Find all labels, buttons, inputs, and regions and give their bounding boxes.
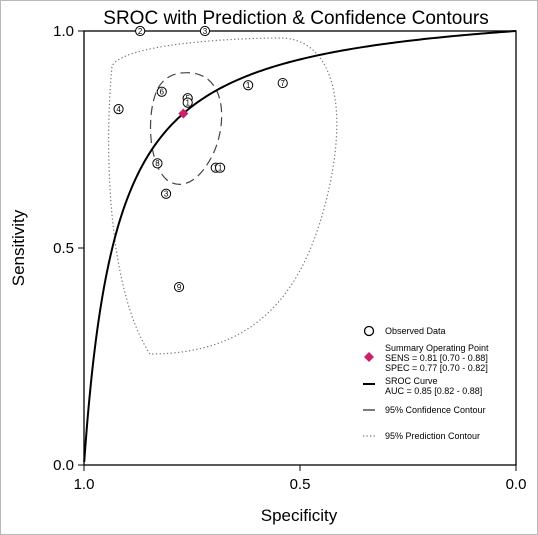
- point-marker: [160, 188, 172, 199]
- point-marker: [135, 25, 146, 37]
- summary-operating-point: [178, 108, 189, 119]
- legend-text-line: 95% Prediction Contour: [385, 431, 480, 441]
- point-label: 1: [246, 81, 251, 90]
- observed-data-point: 3: [160, 188, 172, 199]
- summary-point-diamond: [178, 108, 189, 119]
- chart-title: SROC with Prediction & Confidence Contou…: [103, 8, 488, 29]
- observed-data-point: 4: [113, 104, 124, 115]
- point-label: 1: [185, 98, 190, 107]
- observed-data-point: 2: [135, 25, 146, 37]
- point-label: 6: [160, 88, 165, 97]
- point-label: 8: [155, 159, 160, 168]
- legend-text-line: AUC = 0.85 [0.82 - 0.88]: [385, 386, 482, 396]
- observed-data-point: 3: [199, 25, 211, 37]
- x-axis-label: Specificity: [261, 506, 338, 525]
- observed-data-points: 2317465181139: [113, 25, 288, 293]
- observed-data-point: 1: [182, 97, 193, 108]
- point-marker: [199, 25, 211, 37]
- axis-ticks: 1.0 0.5 0.0 0.0 0.5 1.0: [53, 23, 526, 493]
- observed-data-point: 6: [156, 86, 167, 97]
- y-axis-label: Sensitivity: [9, 209, 28, 286]
- x-tick-label: 0.5: [290, 476, 311, 493]
- x-tick-label: 0.0: [506, 476, 527, 493]
- legend-circle-icon: [363, 325, 375, 337]
- point-label: 3: [203, 27, 208, 36]
- y-tick-label: 1.0: [53, 23, 74, 40]
- point-label: 9: [177, 283, 182, 292]
- point-marker: [243, 80, 254, 91]
- legend-text-line: SPEC = 0.77 [0.70 - 0.82]: [385, 363, 488, 373]
- point-label: 2: [138, 27, 143, 36]
- point-label: 7: [280, 79, 285, 88]
- prediction-contour: [108, 37, 338, 355]
- observed-data-point: 8: [152, 158, 163, 169]
- point-label: 3: [164, 190, 169, 199]
- point-marker: [277, 77, 288, 89]
- point-marker: [113, 104, 124, 115]
- point-label: 1: [218, 164, 223, 173]
- observed-data-point: 7: [277, 77, 288, 89]
- observed-data-point: 9: [173, 281, 185, 293]
- plot-area-border: [83, 30, 517, 466]
- legend-item-confidence: 95% Confidence Contour: [363, 405, 486, 415]
- y-tick-label: 0.0: [53, 457, 74, 474]
- legend-text-line: Summary Operating Point: [385, 343, 489, 353]
- legend-diamond-icon: [364, 352, 374, 362]
- y-tick-label: 0.5: [53, 240, 74, 257]
- legend-text-line: Observed Data: [385, 326, 446, 336]
- legend-text-line: SROC Curve: [385, 376, 438, 386]
- point-label: 4: [116, 105, 121, 114]
- legend-item-prediction: 95% Prediction Contour: [363, 431, 480, 441]
- legend: Observed Data Summary Operating PointSENS…: [363, 325, 489, 441]
- observed-data-point: 1: [214, 162, 226, 173]
- point-marker: [152, 158, 163, 169]
- x-tick-label: 1.0: [74, 476, 95, 493]
- legend-item-observed: Observed Data: [363, 325, 446, 337]
- observed-data-point: 1: [243, 80, 254, 91]
- sroc-curve: [83, 30, 516, 462]
- legend-text-line: 95% Confidence Contour: [385, 405, 486, 415]
- point-marker: [214, 162, 226, 173]
- point-marker: [173, 281, 185, 293]
- point-marker: [182, 97, 193, 108]
- confidence-contour: [149, 72, 223, 185]
- legend-text-line: SENS = 0.81 [0.70 - 0.88]: [385, 353, 488, 363]
- point-marker: [156, 86, 167, 97]
